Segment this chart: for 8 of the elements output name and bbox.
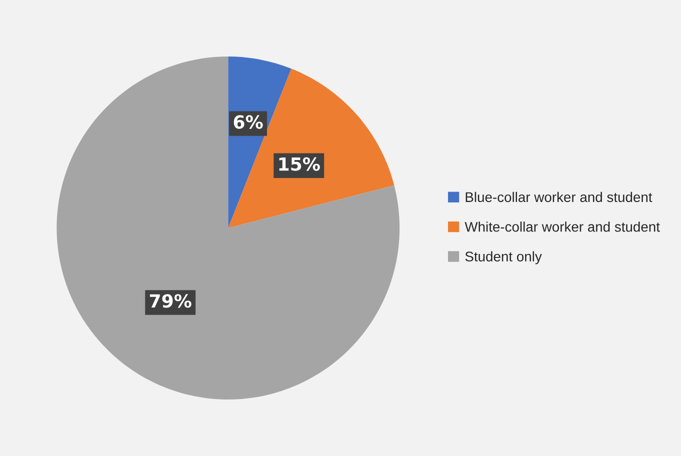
data-label: 15% [279,157,320,171]
data-label: 6% [234,115,263,129]
data-label: 79% [150,294,192,308]
legend-label: Blue-collar worker and student [466,192,652,202]
pie-slice [228,68,394,228]
pie-slice [56,56,400,400]
legend-label: White-collar worker and student [464,222,660,232]
legend-label: Student only [465,251,542,264]
